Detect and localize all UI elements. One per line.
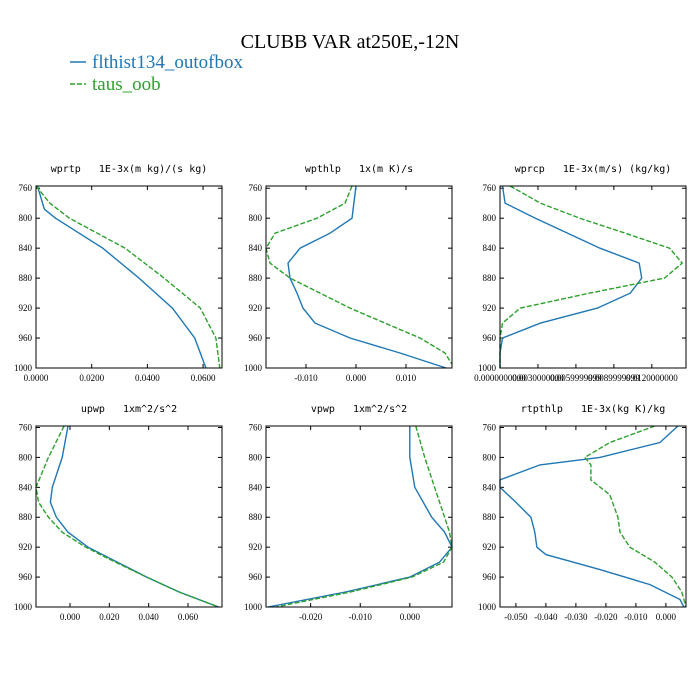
y-tick-label: 960: [249, 333, 263, 343]
profile-line: [499, 185, 643, 368]
plot-frame: [35, 425, 223, 608]
plot-frame: [499, 425, 687, 608]
y-tick-label: 800: [249, 213, 263, 223]
profile-line: [499, 425, 685, 608]
panel-title: rtpthlp 1E-3x(kg K)/kg: [521, 404, 666, 415]
profile-line: [36, 185, 207, 369]
y-tick-label: 960: [249, 572, 263, 582]
panel-title: wpthlp 1x(m K)/s: [305, 164, 413, 175]
y-tick-label: 1000: [244, 602, 263, 612]
profile-line: [583, 425, 687, 608]
y-tick-label: 1000: [244, 363, 263, 373]
x-tick-label: 0.020: [99, 612, 120, 622]
x-tick-label: -0.010: [294, 373, 318, 383]
profile-line: [49, 425, 219, 608]
x-tick-label: -0.020: [299, 612, 323, 622]
y-tick-label: 760: [19, 422, 33, 432]
y-tick-label: 920: [483, 303, 497, 313]
x-tick-label: 0.010: [396, 373, 417, 383]
y-tick-label: 960: [483, 572, 497, 582]
profile-line: [35, 185, 221, 369]
x-tick-label: 0.0120000000: [626, 373, 678, 383]
panel-title: upwp 1xm^2/s^2: [81, 404, 177, 415]
x-tick-label: 0.0000000000: [474, 373, 526, 383]
figure-title: CLUBB VAR at250E,-12N: [241, 31, 460, 53]
y-tick-label: 800: [249, 452, 263, 462]
x-tick-label: 0.000: [346, 373, 367, 383]
y-tick-label: 760: [483, 183, 497, 193]
y-tick-label: 760: [483, 422, 497, 432]
y-tick-label: 1000: [14, 602, 33, 612]
x-tick-label: -0.050: [504, 612, 528, 622]
profile-line: [275, 425, 453, 608]
x-tick-label: 0.0059999999: [550, 373, 602, 383]
y-tick-label: 880: [19, 512, 33, 522]
y-tick-label: 1000: [478, 363, 497, 373]
y-tick-label: 880: [249, 512, 263, 522]
x-tick-label: 0.0200: [79, 373, 104, 383]
y-tick-label: 760: [249, 183, 263, 193]
plot-frame: [35, 185, 223, 369]
y-tick-label: 1000: [14, 363, 33, 373]
x-tick-label: 0.000: [60, 612, 81, 622]
y-tick-label: 840: [19, 482, 33, 492]
y-tick-label: 760: [249, 422, 263, 432]
panel-title: vpwp 1xm^2/s^2: [311, 404, 407, 415]
y-tick-label: 840: [19, 243, 33, 253]
y-tick-label: 960: [483, 333, 497, 343]
legend-label: flthist134_outofbox: [92, 52, 243, 73]
y-tick-label: 880: [249, 273, 263, 283]
legend-label: taus_oob: [92, 74, 161, 95]
y-tick-label: 840: [483, 243, 497, 253]
y-tick-label: 920: [19, 542, 33, 552]
y-tick-label: 800: [483, 452, 497, 462]
y-tick-label: 840: [483, 482, 497, 492]
plot-frame: [499, 185, 687, 369]
y-tick-label: 800: [483, 213, 497, 223]
y-tick-label: 1000: [478, 602, 497, 612]
x-tick-label: 0.000: [656, 612, 677, 622]
x-tick-label: 0.000: [400, 612, 421, 622]
profile-line: [287, 185, 447, 369]
x-tick-label: 0.0600: [191, 373, 216, 383]
y-tick-label: 840: [249, 243, 263, 253]
y-tick-label: 760: [19, 183, 33, 193]
x-tick-label: -0.020: [594, 612, 618, 622]
x-tick-label: 0.0030000000: [512, 373, 564, 383]
plot-frame: [265, 185, 453, 369]
y-tick-label: 800: [19, 452, 33, 462]
y-tick-label: 880: [483, 273, 497, 283]
y-tick-label: 960: [19, 333, 33, 343]
y-tick-label: 920: [249, 303, 263, 313]
y-tick-label: 840: [249, 482, 263, 492]
profile-line: [499, 185, 684, 368]
profile-line: [265, 185, 453, 365]
x-tick-label: -0.040: [534, 612, 558, 622]
y-tick-label: 920: [249, 542, 263, 552]
y-tick-label: 960: [19, 572, 33, 582]
x-tick-label: 0.0000: [24, 373, 49, 383]
y-tick-label: 920: [19, 303, 33, 313]
panel-title: wprcp 1E-3x(m/s) (kg/kg): [515, 164, 672, 175]
x-tick-label: 0.0400: [135, 373, 160, 383]
y-tick-label: 920: [483, 542, 497, 552]
x-tick-label: -0.010: [624, 612, 648, 622]
x-tick-label: -0.030: [564, 612, 588, 622]
y-tick-label: 800: [19, 213, 33, 223]
panel-title: wprtp 1E-3x(m kg)/(s kg): [51, 164, 208, 175]
x-tick-label: -0.010: [349, 612, 373, 622]
profile-line: [267, 426, 453, 608]
plot-frame: [265, 425, 453, 608]
profile-line: [35, 425, 219, 608]
x-tick-label: 0.040: [139, 612, 160, 622]
x-tick-label: 0.060: [178, 612, 199, 622]
y-tick-label: 880: [19, 273, 33, 283]
x-tick-label: 0.0089999999: [588, 373, 640, 383]
y-tick-label: 880: [483, 512, 497, 522]
